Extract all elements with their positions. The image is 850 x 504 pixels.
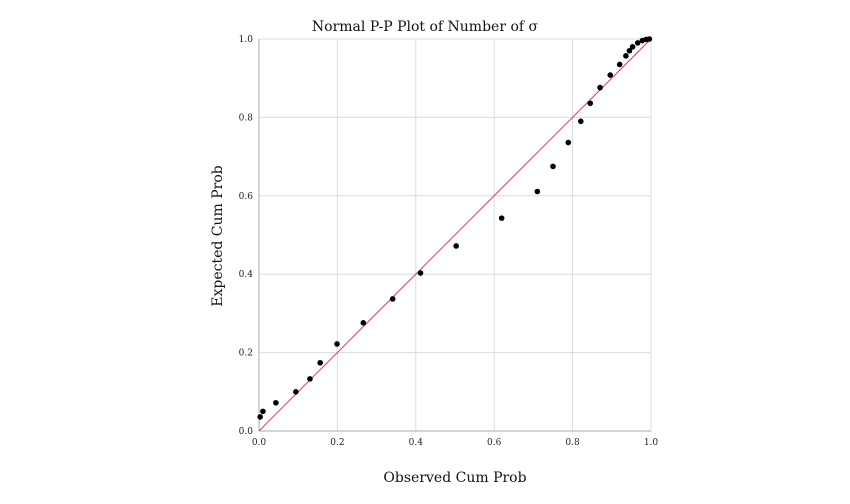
points-layer (257, 36, 653, 420)
data-point (597, 84, 603, 91)
data-point (417, 270, 424, 276)
data-point (389, 296, 396, 302)
axis-layer (258, 39, 651, 432)
data-point (623, 53, 629, 59)
y-tick-label: 0.0 (239, 427, 254, 437)
x-tick-label: 0.2 (330, 438, 344, 448)
y-tick-label: 0.8 (239, 113, 254, 123)
data-point (498, 215, 505, 221)
x-tick-label: 0.8 (565, 438, 580, 448)
data-point (634, 40, 641, 46)
y-tick-label: 0.2 (239, 349, 253, 359)
data-point (629, 44, 636, 50)
data-point (293, 389, 299, 395)
reference-line (258, 38, 652, 432)
reference-line-layer (258, 38, 652, 432)
data-point (534, 188, 541, 195)
x-axis-title: Observed Cum Prob (383, 470, 526, 486)
data-point (307, 376, 313, 382)
x-tick-label: 0.0 (252, 438, 267, 448)
data-point (616, 61, 623, 68)
data-point (626, 47, 633, 54)
data-point (334, 341, 340, 347)
data-point (453, 243, 459, 249)
y-tick-label: 1.0 (239, 35, 254, 45)
data-point (565, 139, 572, 146)
tick-labels-layer: 0.0 0.2 0.4 0.6 0.8 1.0 0.0 0.2 0.4 0.6 0.8 1.0 (239, 35, 659, 448)
x-tick-label: 0.4 (409, 438, 424, 448)
y-tick-label: 0.6 (239, 192, 254, 202)
data-point (587, 100, 594, 107)
y-axis-title: Expected Cum Prob (210, 165, 226, 307)
data-point (360, 320, 367, 326)
chart-title: Normal P-P Plot of Number of σ (312, 19, 539, 35)
y-tick-label: 0.4 (239, 270, 254, 280)
data-point (273, 399, 279, 406)
x-tick-label: 1.0 (644, 438, 659, 448)
data-point (260, 408, 266, 415)
x-tick-label: 0.6 (487, 438, 502, 448)
grid-layer (258, 38, 652, 432)
data-point (317, 359, 323, 366)
data-point (607, 72, 614, 78)
data-point (646, 36, 653, 42)
data-point (578, 118, 584, 125)
data-point (257, 414, 263, 420)
data-point (550, 163, 556, 170)
